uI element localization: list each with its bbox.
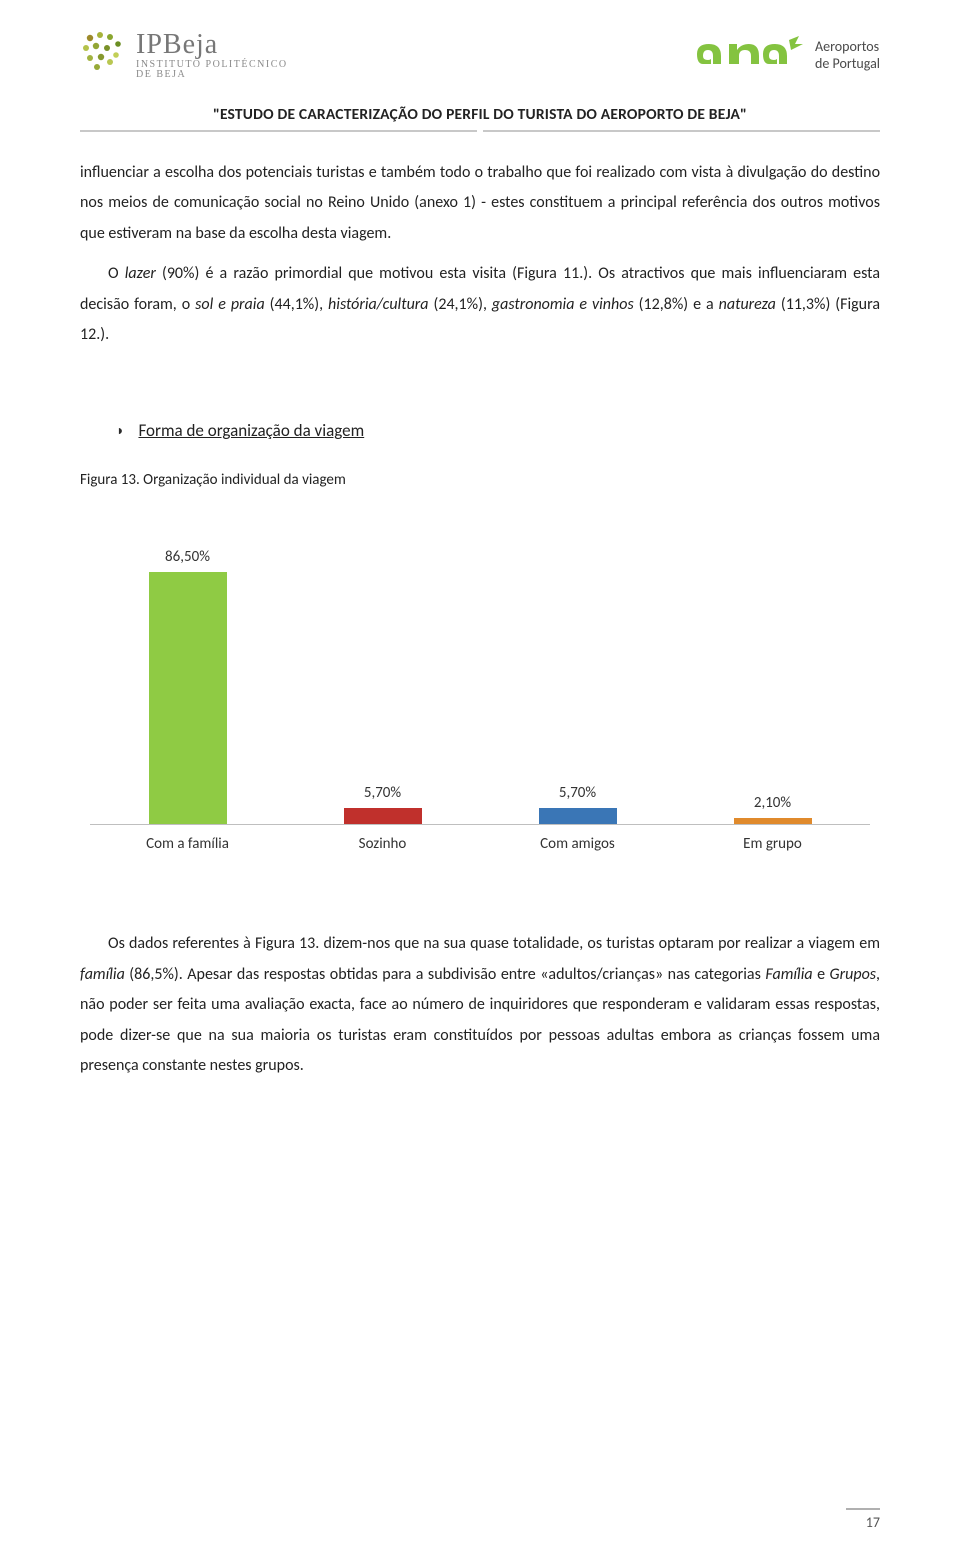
document-title: "ESTUDO DE CARACTERIZAÇÃO DO PERFIL DO T… <box>213 105 747 124</box>
section-heading: ◗ Forma de organização da viagem <box>116 420 880 441</box>
paragraph-1: influenciar a escolha dos potenciais tur… <box>80 158 880 249</box>
page-number: 17 <box>846 1514 880 1531</box>
ipbeja-sub2: de Beja <box>136 70 288 81</box>
bar-value-label: 5,70% <box>559 784 596 802</box>
bar-value-label: 5,70% <box>364 784 401 802</box>
page-header: IPBeja Instituto Politécnico de Beja <box>80 30 880 81</box>
bar-rect <box>344 808 422 825</box>
ana-line1: Aeroportos <box>815 39 880 55</box>
bar-rect <box>149 572 227 825</box>
bar-rect <box>734 818 812 824</box>
bar-1: 5,70% <box>285 784 480 825</box>
ipbeja-mark-icon <box>80 30 126 81</box>
ana-line2: de Portugal <box>815 56 880 72</box>
title-divider <box>80 130 880 132</box>
bullet-icon: ◗ <box>116 422 124 439</box>
section-title: Forma de organização da viagem <box>138 420 364 441</box>
logo-ipbeja: IPBeja Instituto Politécnico de Beja <box>80 30 288 81</box>
axis-label: Com amigos <box>480 825 675 869</box>
bar-rect <box>539 808 617 825</box>
ana-mark-icon <box>695 34 805 77</box>
ipbeja-name: IPBeja <box>136 30 288 59</box>
bar-value-label: 2,10% <box>754 794 791 812</box>
body-text-top: influenciar a escolha dos potenciais tur… <box>80 158 880 350</box>
body-text-bottom: Os dados referentes à Figura 13. dizem-n… <box>80 929 880 1081</box>
figure-caption: Figura 13. Organização individual da via… <box>80 471 880 489</box>
paragraph-2: O lazer (90%) é a razão primordial que m… <box>80 259 880 350</box>
axis-label: Em grupo <box>675 825 870 869</box>
chart-figure-13: 86,50% 5,70% 5,70% 2,10% Com a famíliaSozin… <box>90 509 870 869</box>
bar-0: 86,50% <box>90 548 285 825</box>
axis-label: Com a família <box>90 825 285 869</box>
bar-2: 5,70% <box>480 784 675 825</box>
axis-label: Sozinho <box>285 825 480 869</box>
paragraph-3: Os dados referentes à Figura 13. dizem-n… <box>80 929 880 1081</box>
bar-3: 2,10% <box>675 794 870 824</box>
logo-ana: Aeroportos de Portugal <box>695 34 880 77</box>
bar-value-label: 86,50% <box>165 548 210 566</box>
page-number-block: 17 <box>846 1508 880 1531</box>
